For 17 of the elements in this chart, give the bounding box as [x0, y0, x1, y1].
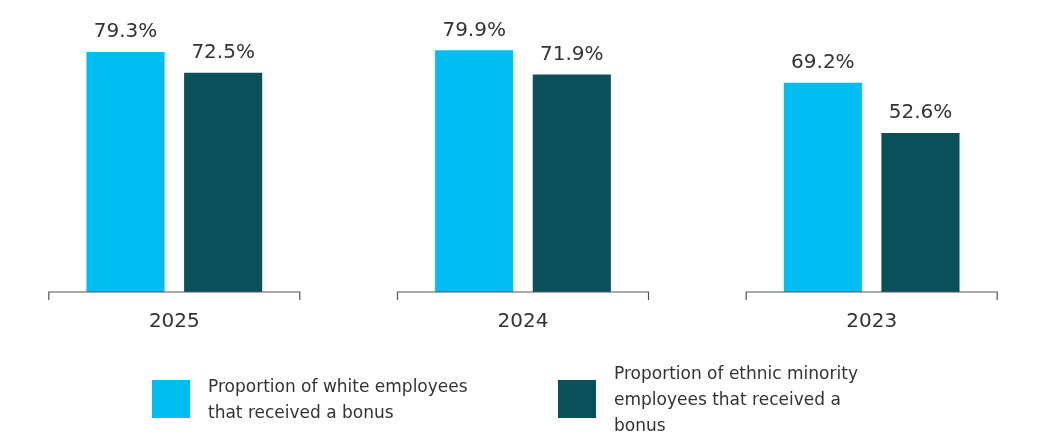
bar [881, 132, 960, 292]
bar [435, 50, 514, 292]
data-label: 71.9% [540, 40, 604, 65]
bar [184, 72, 263, 292]
legend-label: Proportion of white employees that received a bonus [208, 375, 469, 424]
legend-label: Proportion of ethnic minority employees that received a bonus [614, 362, 859, 435]
x-tick-label: 2024 [497, 308, 549, 333]
data-label: 72.5% [191, 38, 255, 63]
data-label: 79.9% [442, 16, 506, 41]
x-tick-label: 2025 [148, 308, 200, 333]
bar [532, 74, 611, 292]
bar [86, 52, 165, 292]
data-label: 69.2% [791, 48, 855, 73]
bar [783, 82, 862, 292]
data-label: 79.3% [93, 18, 158, 43]
data-label: 52.6% [888, 99, 953, 124]
x-tick-label: 2023 [846, 308, 898, 333]
